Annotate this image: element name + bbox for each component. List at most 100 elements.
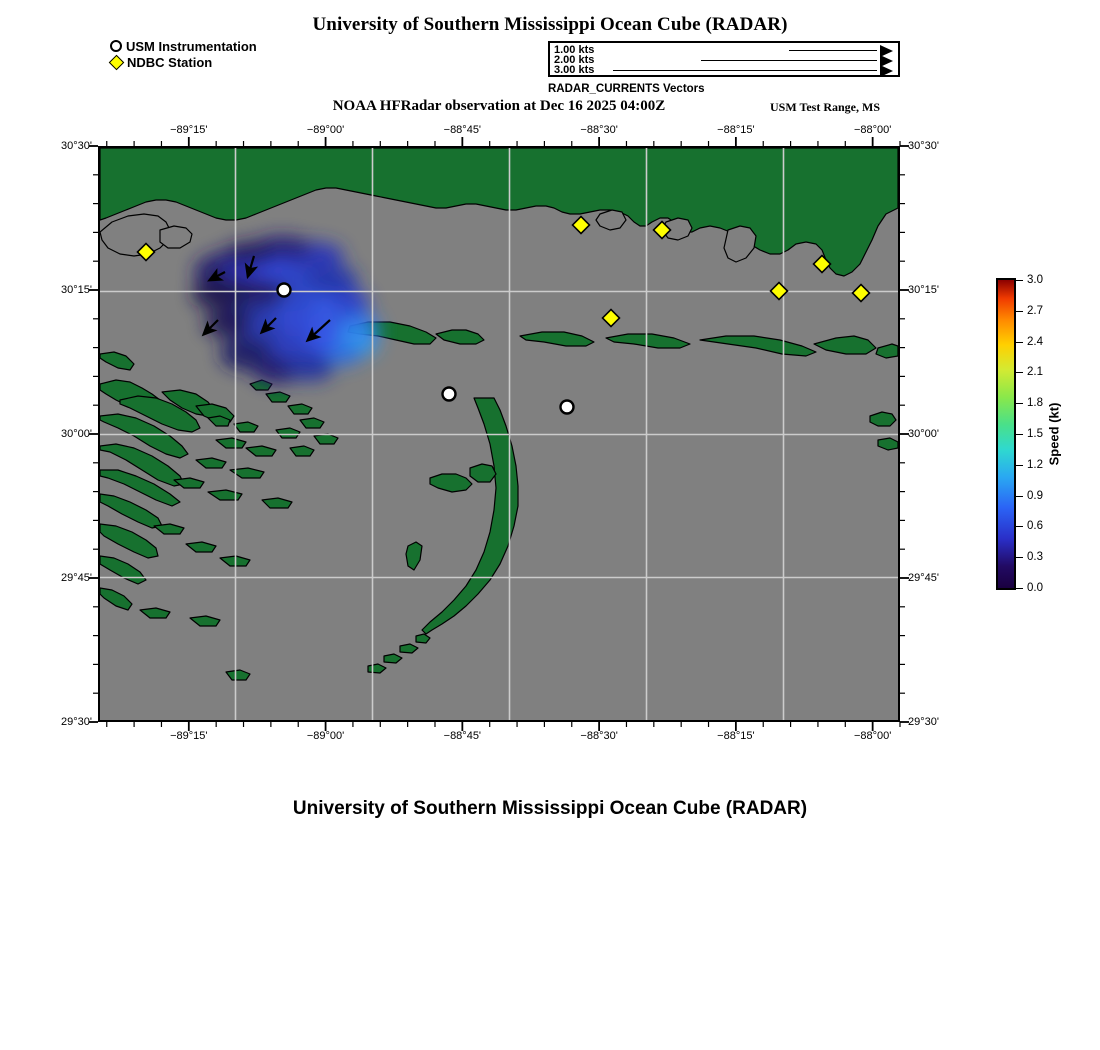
usm-instrument-marker bbox=[276, 282, 292, 298]
islet-20 bbox=[139, 607, 171, 619]
vector-legend-label: 3.00 kts bbox=[554, 64, 595, 76]
current-vector-arrows bbox=[201, 255, 331, 343]
current-vector bbox=[201, 319, 219, 337]
x-axis-tick-label: −88°00' bbox=[853, 124, 892, 136]
ndbc-station-marker bbox=[571, 215, 591, 235]
islet-4 bbox=[245, 445, 277, 457]
marsh-c bbox=[100, 413, 189, 459]
y-axis-tick-label: 30°30' bbox=[61, 140, 92, 152]
marsh-f bbox=[100, 443, 185, 487]
colorbar-tick-label: 1.5 bbox=[1027, 428, 1043, 440]
map-plot-area[interactable] bbox=[98, 146, 900, 722]
pascagoula-bay bbox=[595, 209, 627, 231]
colorbar-tick-label: 2.1 bbox=[1027, 366, 1043, 379]
colorbar-tick-label: 0.3 bbox=[1027, 551, 1043, 564]
y-axis-tick-label: 29°30' bbox=[908, 716, 939, 728]
ndbc-station-marker bbox=[652, 220, 672, 240]
footer-title: University of Southern Mississippi Ocean… bbox=[292, 798, 808, 819]
marsh-b bbox=[119, 395, 201, 433]
colorbar-tick-label: 0.0 bbox=[1027, 582, 1043, 594]
land-polygons bbox=[100, 148, 898, 681]
marsh-i bbox=[100, 523, 159, 559]
x-axis-tick-label: −89°15' bbox=[170, 730, 208, 742]
petit-bois-island bbox=[605, 333, 691, 349]
map-gridlines bbox=[100, 148, 898, 720]
marker-legend: USM Instrumentation NDBC Station bbox=[108, 38, 257, 70]
usm-instrumentation-markers[interactable] bbox=[276, 282, 575, 415]
test-range-label: USM Test Range, MS bbox=[770, 100, 881, 114]
islet-18 bbox=[185, 541, 217, 553]
lake-borgne bbox=[159, 225, 193, 249]
islet-22 bbox=[225, 669, 251, 681]
mainland-coast bbox=[100, 148, 898, 277]
colorbar-tick-label: 0.9 bbox=[1027, 489, 1043, 502]
circle-marker-icon bbox=[110, 40, 122, 52]
x-axis-tick-label: −89°00' bbox=[306, 124, 345, 136]
colorbar-tick bbox=[1016, 310, 1023, 312]
colorbar-tick bbox=[1016, 495, 1023, 497]
vector-legend-caption: RADAR_CURRENTS Vectors bbox=[548, 83, 705, 95]
islet-3 bbox=[215, 437, 247, 449]
ship-island bbox=[435, 329, 485, 345]
colorbar-tick-label: 3.0 bbox=[1027, 274, 1043, 286]
colorbar-tick-label: 2.7 bbox=[1027, 304, 1043, 317]
x-axis-tick-label: −88°30' bbox=[580, 730, 618, 742]
current-vector bbox=[207, 268, 226, 282]
breton-island bbox=[429, 473, 473, 493]
x-axis-tick-label: −89°15' bbox=[170, 124, 208, 136]
legend-item-usm: USM Instrumentation bbox=[110, 38, 257, 54]
islet-12 bbox=[299, 417, 325, 429]
colorbar-tick bbox=[1016, 341, 1023, 343]
ndbc-station-marker bbox=[851, 283, 871, 303]
y-axis-tick-label: 30°30' bbox=[908, 140, 939, 152]
mobile-bay bbox=[723, 225, 757, 263]
islet-6 bbox=[229, 467, 265, 479]
y-axis-tick-label: 29°45' bbox=[908, 572, 939, 584]
colorbar-title: Speed (kt) bbox=[1046, 402, 1062, 466]
islet-5 bbox=[195, 457, 227, 469]
islet-1 bbox=[207, 415, 231, 427]
x-axis-tick-label: −88°45' bbox=[443, 730, 482, 742]
ndbc-station-markers[interactable] bbox=[136, 215, 871, 328]
y-axis-tick-label: 29°30' bbox=[61, 716, 92, 728]
x-axis-tick-label: −88°00' bbox=[853, 730, 892, 742]
horn-island bbox=[519, 331, 595, 347]
colorbar-tick-label: 1.2 bbox=[1027, 458, 1043, 471]
dauphin-island-east bbox=[813, 335, 877, 355]
page-title: University of Southern Mississippi Ocean… bbox=[312, 14, 788, 35]
vector-scale-legend: 1.00 kts 2.00 kts 3.00 kts bbox=[548, 41, 900, 77]
colorbar-tick bbox=[1016, 403, 1023, 405]
current-vector bbox=[244, 255, 259, 280]
chandeleur-tip-2 bbox=[399, 643, 419, 654]
island-right-2 bbox=[877, 437, 898, 451]
marsh-l bbox=[100, 351, 135, 371]
legend-label-ndbc: NDBC Station bbox=[127, 54, 213, 70]
vector-shaft bbox=[701, 60, 877, 61]
islet-11 bbox=[287, 403, 313, 415]
colorbar-tick bbox=[1016, 280, 1023, 281]
current-vector bbox=[305, 319, 331, 343]
vector-legend-label: 1.00 kts bbox=[554, 44, 595, 56]
x-axis-tick-label: −89°00' bbox=[306, 730, 345, 742]
y-axis-tick-label: 30°00' bbox=[908, 428, 939, 440]
y-axis-tick-label: 30°15' bbox=[908, 284, 939, 296]
vector-legend-row: 2.00 kts bbox=[550, 54, 898, 67]
breton-island-n bbox=[469, 463, 497, 483]
colorbar-tick bbox=[1016, 464, 1023, 466]
chandeleur-tip-1 bbox=[415, 633, 431, 644]
islet-7 bbox=[173, 477, 205, 489]
y-axis-tick-label: 30°15' bbox=[61, 284, 92, 296]
chandeleur-tip-3 bbox=[383, 653, 403, 664]
vector-legend-row: 3.00 kts bbox=[550, 64, 898, 77]
vector-shaft bbox=[789, 50, 877, 51]
lake-pontchartrain bbox=[100, 213, 171, 257]
colorbar-tick bbox=[1016, 588, 1023, 589]
y-axis-tick-label: 29°45' bbox=[61, 572, 92, 584]
x-axis-tick-label: −88°15' bbox=[717, 124, 755, 136]
colorbar-gradient bbox=[996, 278, 1016, 590]
marsh-k bbox=[100, 587, 133, 611]
colorbar-tick bbox=[1016, 372, 1023, 374]
colorbar-tick-label: 2.4 bbox=[1027, 335, 1043, 348]
diamond-marker-icon bbox=[108, 54, 125, 70]
colorbar-tick bbox=[1016, 526, 1023, 528]
